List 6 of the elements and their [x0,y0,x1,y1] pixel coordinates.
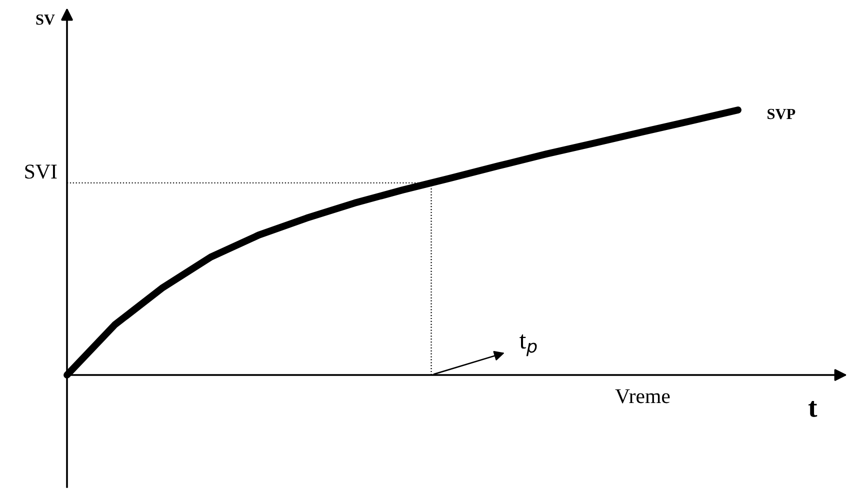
text: SV [36,14,55,25]
text: Vreme [615,389,670,404]
annotation: t$_{p}$ [520,334,537,356]
x-axis-title: t [808,401,818,417]
series-label: SVP [768,108,796,120]
ref-line-label: SVI [25,164,57,179]
